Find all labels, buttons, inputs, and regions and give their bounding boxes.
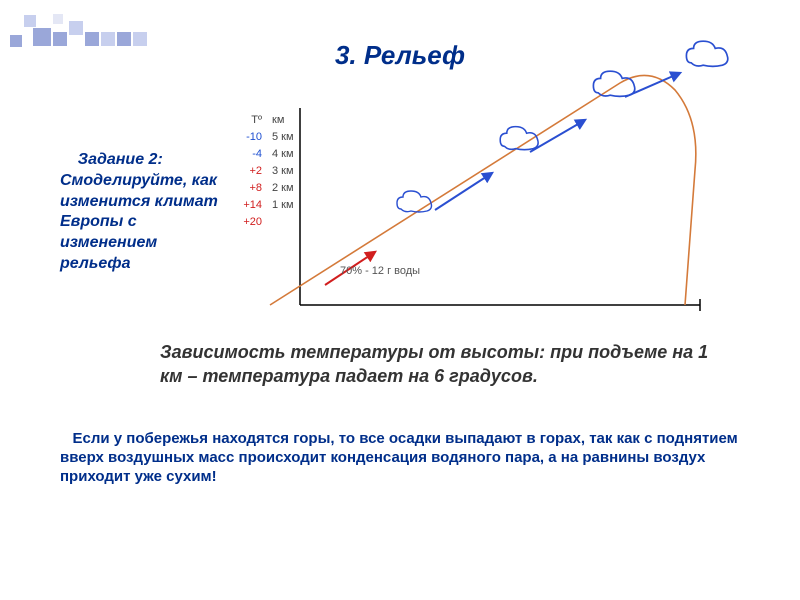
temp-value: -10 [230,132,262,143]
height-header: км [272,115,312,126]
cloud-icon [397,191,432,212]
temp-value: -4 [230,149,262,160]
cloud-icon [593,71,634,96]
task-prefix: Задание 2 [78,151,158,168]
flow-arrow [530,120,585,152]
temp-value: +14 [230,200,262,211]
height-value: 5 км [272,132,312,143]
height-value: 2 км [272,183,312,194]
task-block: Задание 2: Смоделируйте, как изменится к… [60,150,225,275]
temp-header: Tº [230,115,262,126]
height-value: 4 км [272,149,312,160]
explanation-body: Если у побережья находятся горы, то все … [60,430,738,485]
deco-sq [53,14,63,24]
temperature-rule-text: Зависимость температуры от высоты: при п… [160,340,720,389]
flow-arrow [435,173,492,210]
temp-value: +8 [230,183,262,194]
explanation-text: Если у побережья находятся горы, то все … [60,430,740,486]
mountain-curve [270,75,696,305]
temp-value: +2 [230,166,262,177]
height-value: 1 км [272,200,312,211]
task-suffix: : [157,151,162,168]
axis-labels: Tºкм -10 5 км -4 4 км +2 3 км +8 2 км +14 1 км +20 [230,115,312,234]
humidity-note: 70% - 12 г воды [340,265,420,277]
temp-value: +20 [230,217,262,228]
height-value: 3 км [272,166,312,177]
deco-sq [69,21,83,35]
deco-sq [24,15,36,27]
task-body: Смоделируйте, как изменится климат Европ… [60,172,218,272]
